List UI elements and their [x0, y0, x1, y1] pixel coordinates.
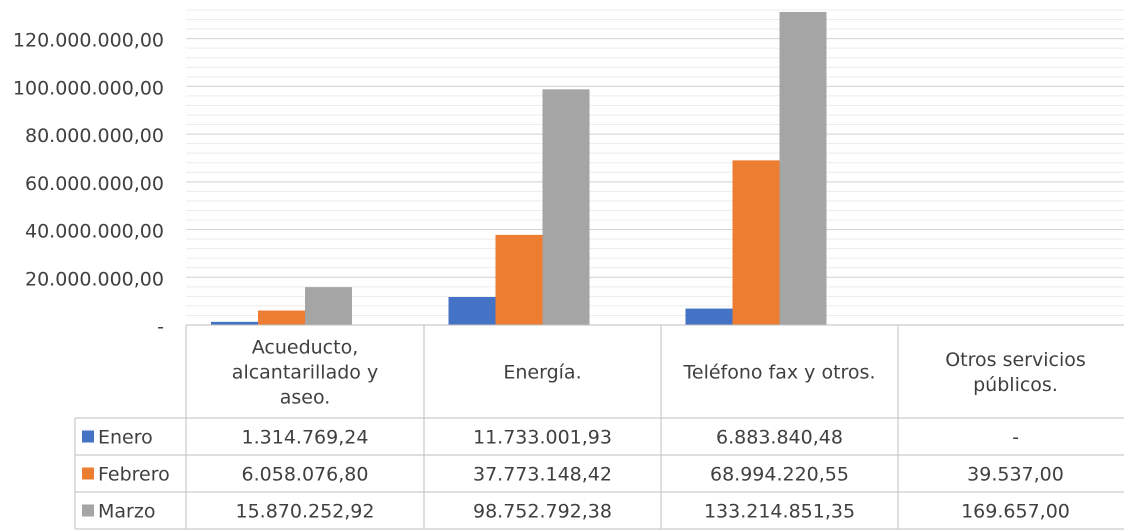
category-label: alcantarillado y — [232, 362, 378, 384]
category-label: Acueducto, — [252, 337, 359, 359]
series-name: Marzo — [98, 501, 155, 523]
data-label: 169.657,00 — [961, 501, 1070, 523]
data-label: 37.773.148,42 — [473, 464, 612, 486]
bar-enero — [448, 297, 496, 325]
y-tick-label: 120.000.000,00 — [13, 30, 164, 52]
bar-enero — [685, 308, 733, 325]
data-label: - — [1012, 427, 1019, 449]
bar-febrero — [732, 160, 780, 325]
legend-key-febrero — [82, 467, 94, 480]
category-label: Energía. — [503, 362, 581, 384]
data-label: 68.994.220,55 — [710, 464, 849, 486]
series-name: Febrero — [98, 464, 170, 486]
y-tick-label: 40.000.000,00 — [25, 221, 164, 243]
bar-febrero — [495, 234, 543, 325]
data-label: 39.537,00 — [967, 464, 1064, 486]
data-label: 133.214.851,35 — [704, 501, 855, 523]
data-label: 1.314.769,24 — [242, 427, 369, 449]
y-tick-label: 20.000.000,00 — [25, 268, 164, 290]
bar-enero — [211, 321, 258, 325]
category-label: aseo. — [280, 387, 331, 409]
category-label: públicos. — [973, 374, 1058, 396]
y-axis: - 20.000.000,00 40.000.000,00 60.000.000,00… — [13, 30, 1124, 338]
data-label: 98.752.792,38 — [473, 501, 612, 523]
bar-marzo — [779, 12, 827, 325]
legend-key-enero — [82, 430, 94, 443]
bar-marzo — [305, 287, 352, 325]
data-label: 15.870.252,92 — [235, 501, 374, 523]
data-label: 6.883.840,48 — [716, 427, 843, 449]
legend-key-marzo — [82, 504, 94, 517]
chart-gridlines — [186, 9, 1124, 316]
data-table: Acueducto, alcantarillado y aseo. Energía. T… — [74, 325, 1124, 530]
bar-febrero — [258, 310, 305, 325]
series-name: Enero — [98, 427, 153, 449]
chart-bars — [211, 12, 1063, 325]
y-tick-label: 60.000.000,00 — [25, 173, 164, 195]
category-label: Teléfono fax y otros. — [683, 362, 876, 384]
y-tick-label: 80.000.000,00 — [25, 125, 164, 147]
category-label: Otros servicios — [945, 349, 1086, 371]
data-label: 6.058.076,80 — [242, 464, 369, 486]
data-label: 11.733.001,93 — [473, 427, 612, 449]
bar-marzo — [542, 89, 590, 325]
y-tick-label: - — [157, 316, 164, 338]
y-tick-label: 100.000.000,00 — [13, 77, 164, 99]
